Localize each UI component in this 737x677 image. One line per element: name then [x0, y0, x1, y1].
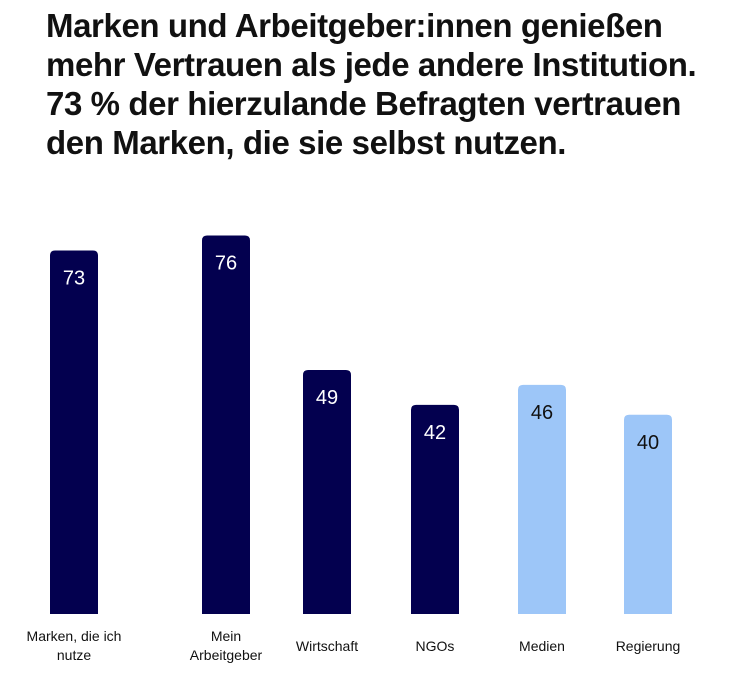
category-label: Mein Arbeitgeber [190, 628, 263, 663]
bar-4 [411, 404, 459, 614]
bar-2 [202, 235, 250, 614]
chart-title: Marken und Arbeitgeber:innen genießen me… [46, 7, 697, 161]
category-label: Marken, die ich nutze [27, 628, 122, 663]
category-label: NGOs [416, 638, 455, 654]
value-label: 42 [424, 422, 446, 444]
category-label: Wirtschaft [296, 638, 358, 654]
bar-3 [303, 369, 351, 614]
bar-6 [624, 414, 672, 614]
value-label: 73 [63, 267, 85, 289]
value-label: 76 [215, 253, 237, 275]
category-label: Medien [519, 638, 565, 654]
bars-group [50, 235, 672, 614]
value-label: 40 [637, 432, 659, 454]
bar-5 [518, 384, 566, 614]
category-label: Regierung [616, 638, 681, 654]
value-label: 46 [531, 402, 553, 424]
value-label: 49 [316, 387, 338, 409]
bar-1 [50, 250, 98, 614]
labels-group: 73 Marken, die ich nutze 76 Mein Arbeitgeber 4… [27, 253, 681, 663]
